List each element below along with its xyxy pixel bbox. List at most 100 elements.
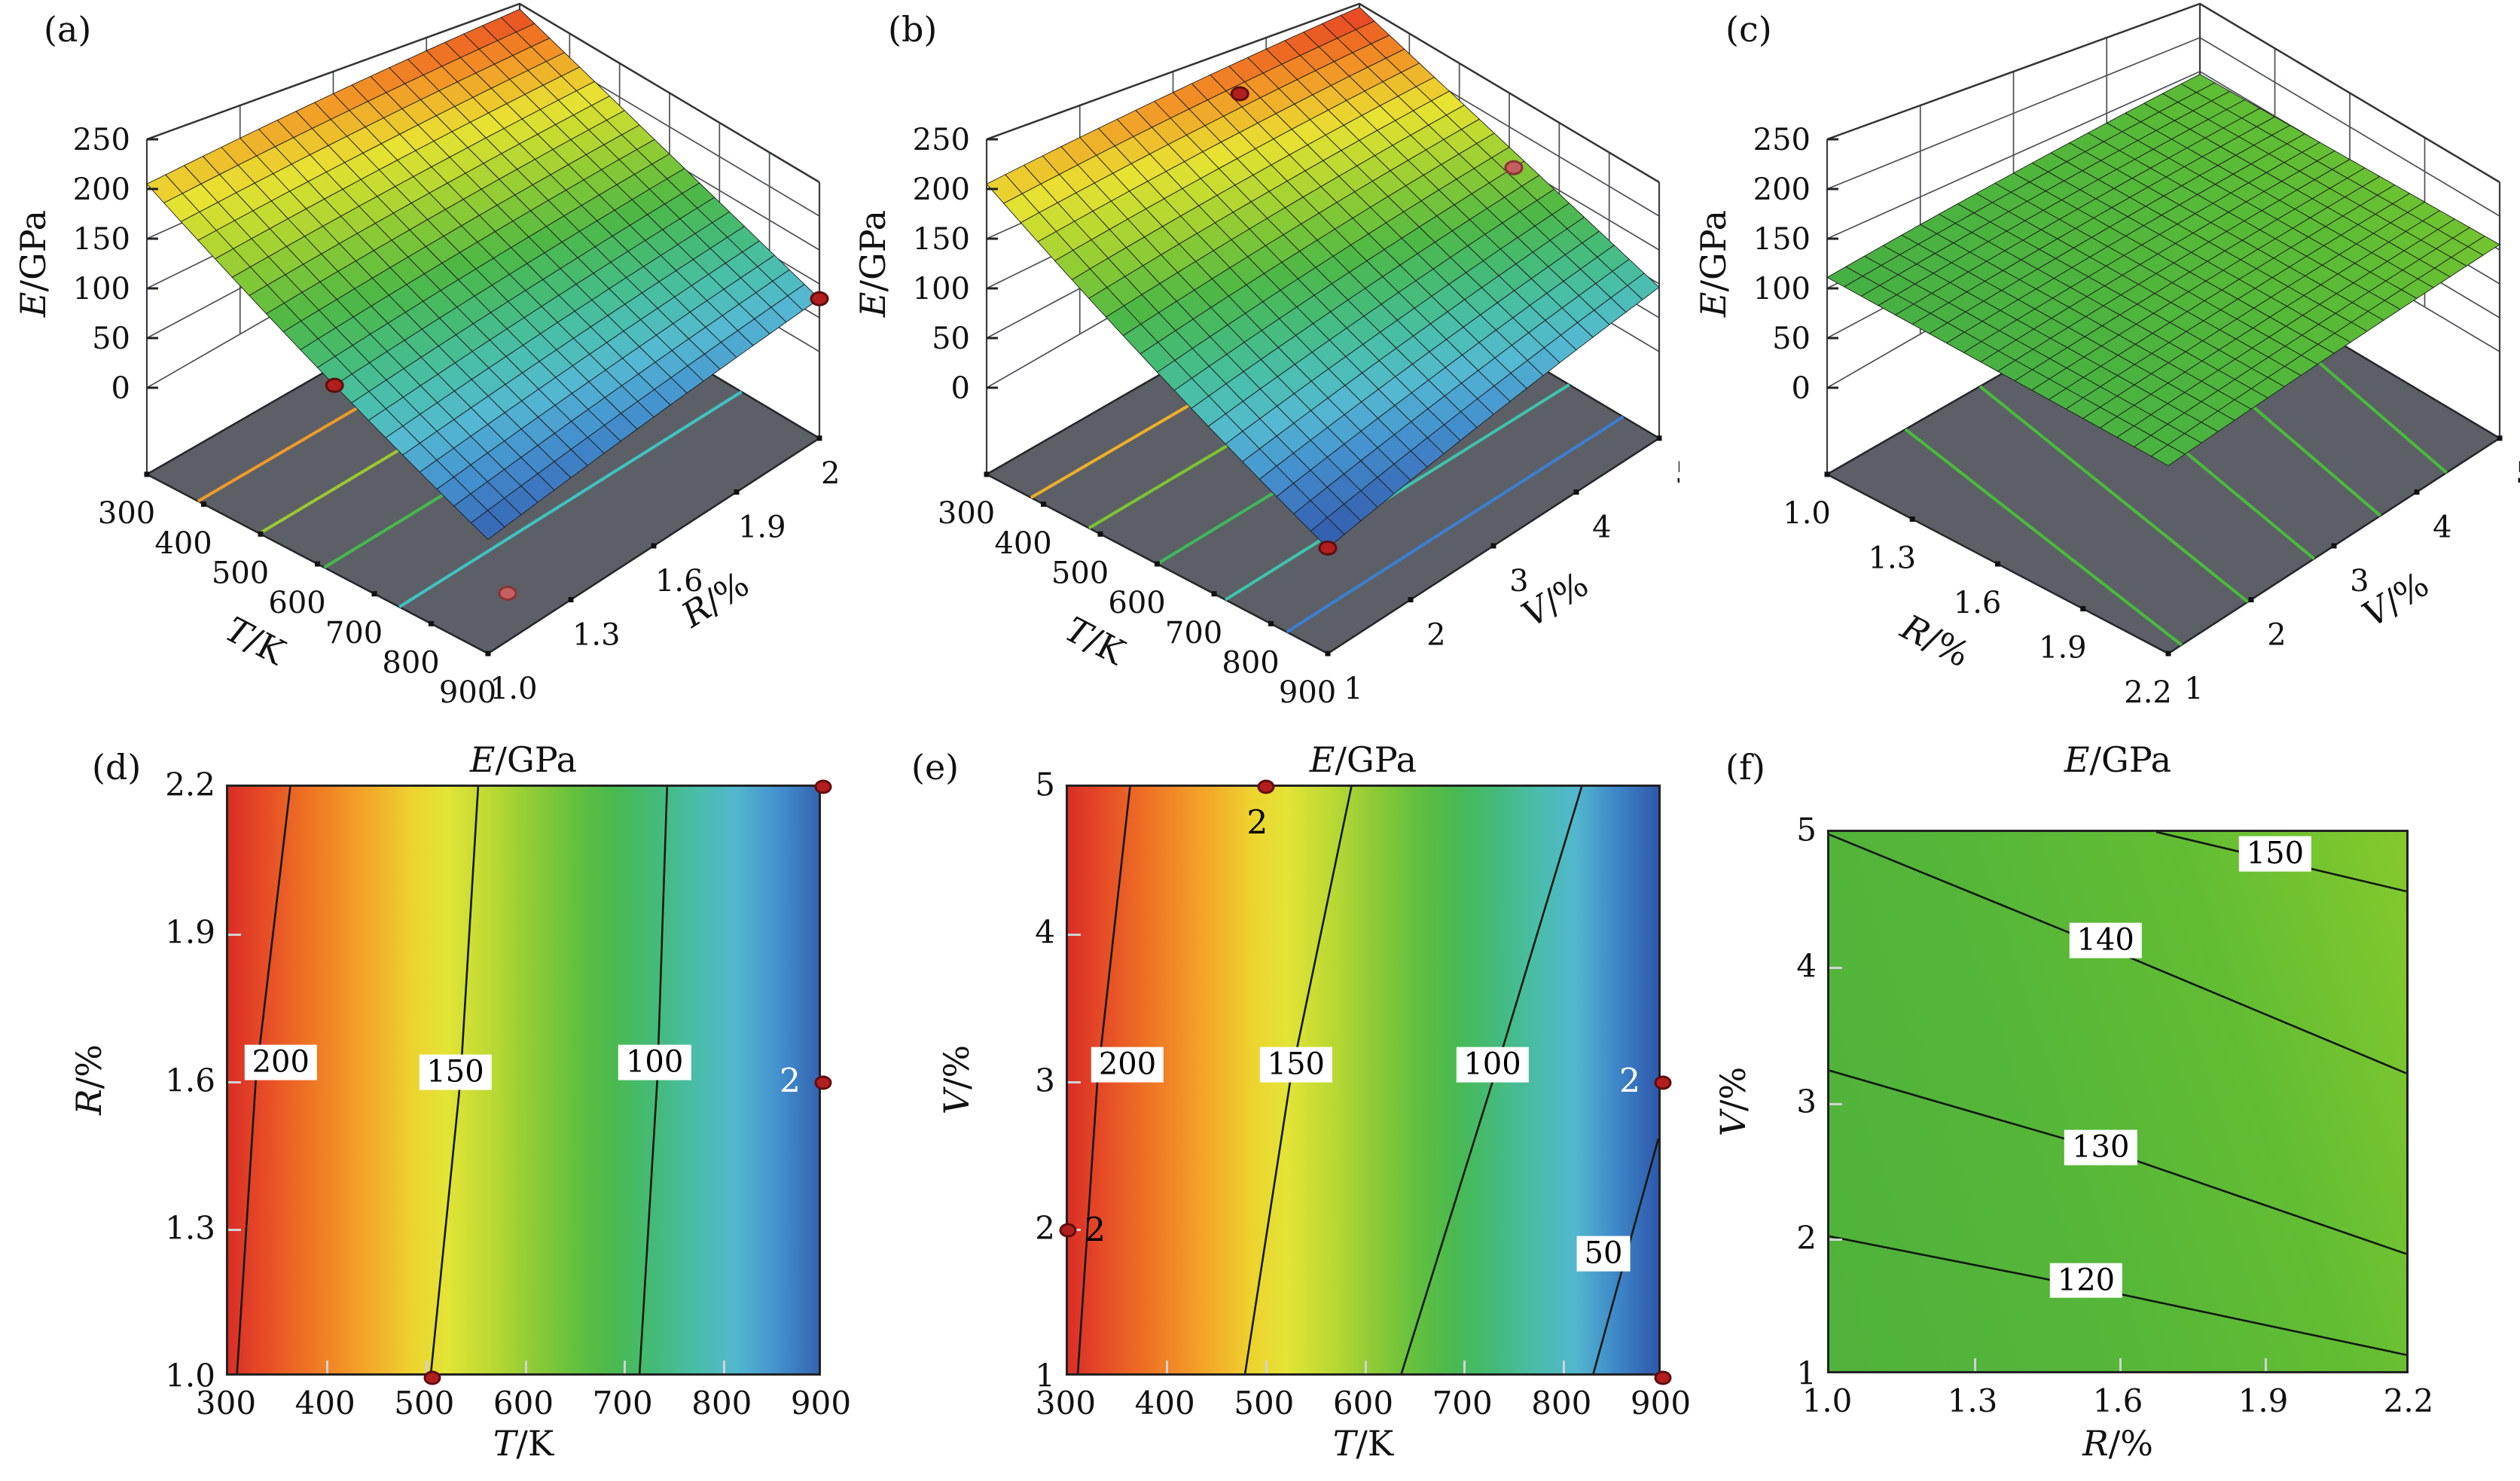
design-point-dot: [1257, 779, 1275, 794]
y-tick-label: 2: [2267, 618, 2286, 653]
z-axis-title: E/GPa: [1693, 210, 1734, 318]
inner-x-tick: [524, 1361, 527, 1373]
y-tick-label: 5: [1796, 811, 1817, 849]
x-axis-title: T/K: [1332, 1423, 1394, 1464]
x-tick-label: 900: [439, 675, 496, 710]
y-tick-label: 1: [1035, 1357, 1055, 1394]
z-tick-label: 250: [913, 123, 970, 157]
inner-x-tick: [326, 1361, 329, 1373]
design-point-dot: [498, 585, 517, 601]
floor-contour-line: [1978, 385, 2249, 603]
surface-mesh: [146, 8, 820, 541]
contour-label-140: 140: [2069, 922, 2142, 958]
design-point-dot: [810, 291, 829, 306]
x-axis-title: R/%: [2082, 1423, 2153, 1464]
y-tick-label: 3: [1796, 1083, 1817, 1120]
design-point-dot: [1230, 86, 1249, 102]
surface-plot-c: 0 50 100 150 200 250 E/GPa 1.0 1.3 1.6 1.9 2.2 1 2 3 4 5…: [1680, 0, 2520, 745]
x-tick-label: 1.0: [1783, 496, 1831, 531]
z-axis: 0 50 100 150 200 250 E/GPa: [13, 123, 158, 406]
inner-y-tick: [1829, 1102, 1842, 1105]
inner-x-tick: [1265, 1361, 1268, 1373]
z-tick-label: 150: [913, 222, 970, 257]
inner-x-tick: [624, 1361, 627, 1373]
x-tick-label: 400: [994, 526, 1051, 561]
inner-y-tick: [228, 1229, 241, 1232]
design-point-dot: [1059, 1223, 1077, 1238]
y-tick-label: 5: [1035, 766, 1055, 803]
inner-x-tick: [1364, 1361, 1367, 1373]
y-tick-label: 1.6: [655, 564, 703, 599]
y-tick-label: 1: [1344, 672, 1362, 706]
x-axis-title: T/K: [493, 1423, 554, 1464]
contour-label-120: 120: [2049, 1263, 2123, 1299]
inner-y-tick: [228, 933, 241, 936]
box-roof-edges: [986, 2, 1660, 184]
plot-title: E/GPa: [469, 739, 578, 780]
design-point-dot: [1654, 1370, 1672, 1385]
design-point-dot: [1504, 160, 1524, 175]
inner-x-tick: [1973, 1358, 1976, 1371]
contour-label-100: 100: [618, 1044, 691, 1080]
x-tick-label: 800: [1531, 1385, 1592, 1422]
z-tick-label: 200: [1753, 172, 1811, 207]
inner-y-tick: [228, 1081, 241, 1083]
design-point-dot: [1654, 1075, 1672, 1089]
contour-label-150: 150: [1259, 1047, 1333, 1083]
design-point-dot: [814, 1075, 832, 1089]
x-tick-label: 900: [1630, 1385, 1692, 1422]
z-tick-label: 50: [932, 321, 970, 356]
contour-label-150: 150: [2238, 836, 2312, 872]
design-point-count: 2: [779, 1062, 801, 1100]
y-axis-title: V/%: [1713, 1066, 1753, 1137]
surface3d-svg: 0 50 100 150 200 250 E/GPa 30040050060070080090…: [853, 2, 1695, 710]
contour-fill-gradient: [1068, 787, 1658, 1373]
inner-x-tick: [425, 1361, 428, 1373]
design-point-dot: [423, 1370, 441, 1385]
x-tick-label: 700: [592, 1385, 653, 1422]
x-tick-label: 2.2: [2124, 675, 2172, 710]
inner-y-tick: [1829, 1239, 1842, 1241]
y-tick-label: 1.9: [165, 913, 215, 951]
z-tick-label: 50: [92, 321, 130, 356]
x-tick-label: 700: [1432, 1385, 1493, 1422]
box-roof-edges: [1826, 2, 2500, 184]
plot-title: E/GPa: [1309, 739, 1417, 780]
x-tick-label: 500: [212, 556, 269, 591]
y-tick-label: 1.6: [165, 1062, 215, 1099]
y-tick-label: 4: [1796, 947, 1817, 984]
y-tick-label: 1: [1796, 1355, 1817, 1392]
floor-contour-line: [1286, 415, 1625, 634]
x-tick-label: 500: [394, 1385, 455, 1422]
z-tick-label: 250: [73, 123, 130, 157]
panel-f-contour2d: (f) E/GPa V/% R/% 150 140 130 120 1.0 1.3 1.6 1…: [1680, 739, 2520, 1481]
x-tick-label: 1.0: [1802, 1382, 1853, 1419]
z-tick-label: 0: [1792, 371, 1811, 406]
z-tick-label: 0: [951, 371, 970, 406]
x-tick-label: 300: [98, 496, 155, 531]
panel-letter-a: (a): [44, 9, 92, 50]
x-tick-label: 800: [691, 1385, 752, 1422]
design-point-dot: [325, 377, 344, 393]
x-tick-label: 1.9: [2039, 631, 2087, 666]
y-tick-label: 1: [2184, 672, 2203, 706]
y-tick-label: 1.0: [165, 1357, 215, 1394]
y-tick-label: 4: [1592, 510, 1611, 545]
contour-label-200: 200: [1091, 1047, 1164, 1083]
z-tick-label: 0: [111, 371, 130, 406]
x-tick-label: 900: [1279, 675, 1336, 710]
panel-letter-d: (d): [92, 747, 142, 788]
y-tick-label: 3: [1509, 564, 1528, 599]
y-tick-label: 5: [1675, 456, 1679, 491]
panel-d-contour2d: (d) E/GPa R/% T/K 200 150 100 2 300 400 500 600…: [0, 739, 851, 1481]
y-tick-label: 2: [1796, 1219, 1817, 1256]
y-tick-label: 2: [1426, 618, 1445, 653]
x-tick-label: 500: [1051, 556, 1109, 591]
y-tick-label: 5: [2515, 456, 2520, 491]
x-tick-label: 1.6: [2092, 1382, 2143, 1419]
box-roof-edges: [146, 2, 820, 184]
panel-b-surface3d: (b) 0 50 100 150 200 250 E/GPa 300 400 500 600 700 8…: [840, 0, 1695, 742]
z-tick-label: 100: [913, 272, 970, 306]
surface3d-svg: 0 50 100 150 200 250 E/GPa 30040050060070080090…: [13, 2, 869, 710]
